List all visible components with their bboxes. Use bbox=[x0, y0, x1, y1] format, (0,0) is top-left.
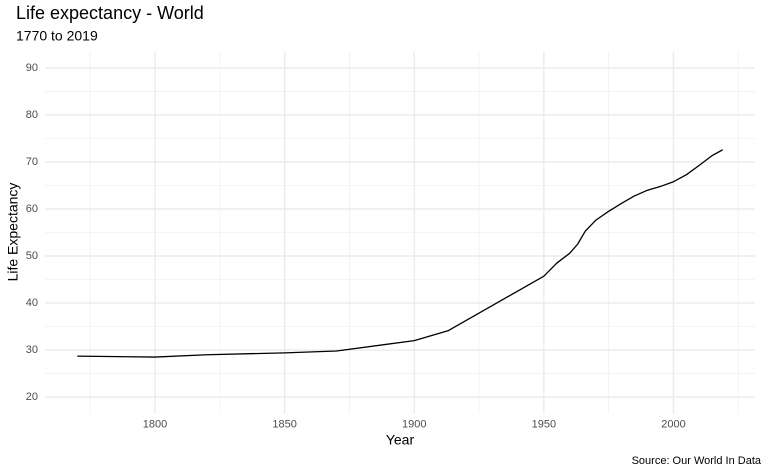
y-tick-label: 80 bbox=[26, 109, 38, 121]
x-tick-label: 2000 bbox=[661, 418, 685, 430]
x-tick-label: 1950 bbox=[532, 418, 556, 430]
x-tick-label: 1850 bbox=[272, 418, 296, 430]
caption: Source: Our World In Data bbox=[632, 455, 762, 467]
y-tick-label: 30 bbox=[26, 344, 38, 356]
x-tick-label: 1900 bbox=[402, 418, 426, 430]
x-axis-label: Year bbox=[386, 432, 415, 448]
y-tick-label: 50 bbox=[26, 250, 38, 262]
y-tick-label: 60 bbox=[26, 203, 38, 215]
y-tick-label: 20 bbox=[26, 391, 38, 403]
y-tick-label: 90 bbox=[26, 62, 38, 74]
y-tick-label: 70 bbox=[26, 156, 38, 168]
data-line bbox=[77, 149, 724, 358]
x-tick-label: 1800 bbox=[143, 418, 167, 430]
chart-title: Life expectancy - World bbox=[16, 3, 204, 23]
y-axis-label: Life Expectancy bbox=[5, 183, 21, 282]
y-tick-label: 40 bbox=[26, 297, 38, 309]
chart-subtitle: 1770 to 2019 bbox=[16, 28, 98, 44]
